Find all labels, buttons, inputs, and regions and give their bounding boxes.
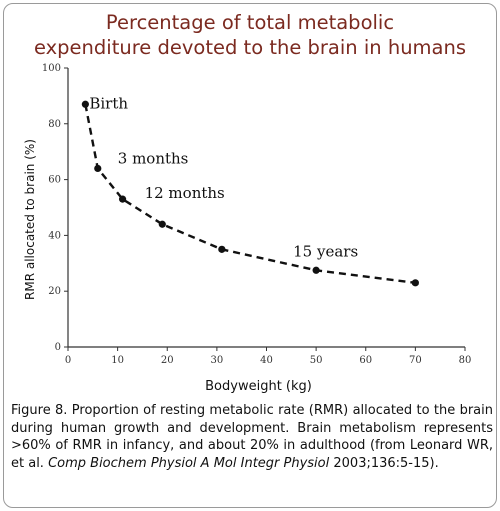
x-tick-label: 20 xyxy=(161,355,174,366)
y-tick-label: 100 xyxy=(42,63,61,74)
caption-citation: 2003;136:5-15). xyxy=(329,455,439,471)
data-point xyxy=(158,220,166,228)
annotation-label: 3 months xyxy=(118,149,189,167)
y-tick-label: 80 xyxy=(48,119,61,130)
annotation-label: 12 months xyxy=(145,184,225,202)
data-point xyxy=(94,164,102,173)
x-tick-label: 70 xyxy=(409,355,422,366)
y-tick-label: 60 xyxy=(48,175,61,186)
chart-title: Percentage of total metabolic expenditur… xyxy=(33,11,467,59)
x-axis-label: Bodyweight (kg) xyxy=(205,379,312,394)
figure-frame: Percentage of total metabolic expenditur… xyxy=(3,3,497,508)
data-point xyxy=(218,245,226,253)
annotation-label: 15 years xyxy=(293,242,358,260)
data-point xyxy=(411,279,419,287)
series-line xyxy=(84,104,416,285)
data-point xyxy=(81,100,89,108)
data-point xyxy=(118,195,127,203)
x-tick-label: 10 xyxy=(111,355,124,366)
x-tick-label: 0 xyxy=(65,355,71,366)
y-tick-label: 0 xyxy=(55,342,61,353)
figure-caption: Figure 8. Proportion of resting metaboli… xyxy=(11,402,493,472)
x-tick-label: 80 xyxy=(459,355,472,366)
x-tick-label: 40 xyxy=(260,355,273,366)
x-tick-label: 30 xyxy=(211,355,224,366)
y-axis-label: RMR allocated to brain (%) xyxy=(23,139,37,300)
caption-text: Figure 8. Proportion of resting metaboli… xyxy=(11,403,493,471)
x-tick-label: 50 xyxy=(310,355,323,366)
annotation-label: Birth xyxy=(89,94,128,112)
y-tick-label: 20 xyxy=(48,286,61,297)
data-point xyxy=(312,266,320,274)
x-tick-label: 60 xyxy=(359,355,372,366)
line-chart: 0 20 40 60 80 100 0 10 20 30 40 50 60 70 80 Bodyweight … xyxy=(23,63,472,394)
y-tick-label: 40 xyxy=(48,230,61,241)
caption-journal: Comp Biochem Physiol A Mol Integr Physio… xyxy=(48,455,330,471)
